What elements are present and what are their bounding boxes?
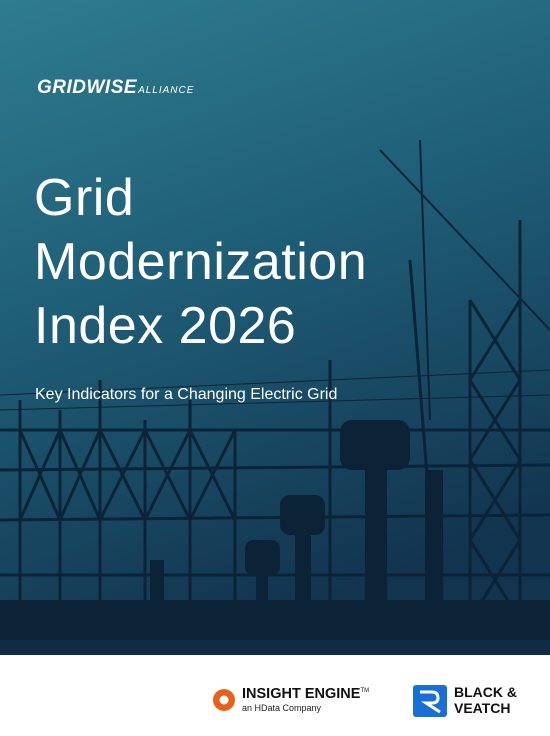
title-line: Index 2026 xyxy=(34,297,297,355)
sponsor-name-text: INSIGHT ENGINE xyxy=(242,686,361,702)
title-line: Modernization xyxy=(34,233,368,291)
substation-silhouette xyxy=(0,139,550,641)
trademark: TM xyxy=(360,688,370,695)
logo-name: GRIDWISE xyxy=(37,77,138,98)
sponsor-name: INSIGHT ENGINETM xyxy=(242,686,369,702)
insight-engine-icon xyxy=(213,689,235,711)
sponsor-tagline: an HData Company xyxy=(242,703,322,713)
sponsor-name: BLACK & xyxy=(454,684,517,700)
logo-suffix: ALLIANCE xyxy=(138,85,195,96)
brand-logo: GRIDWISEALLIANCE xyxy=(37,77,194,99)
black-veatch-icon xyxy=(413,685,447,717)
sponsor-name: VEATCH xyxy=(454,700,511,716)
title-line: Grid xyxy=(34,169,135,227)
subtitle: Key Indicators for a Changing Electric G… xyxy=(35,386,338,403)
insulators xyxy=(0,420,550,640)
